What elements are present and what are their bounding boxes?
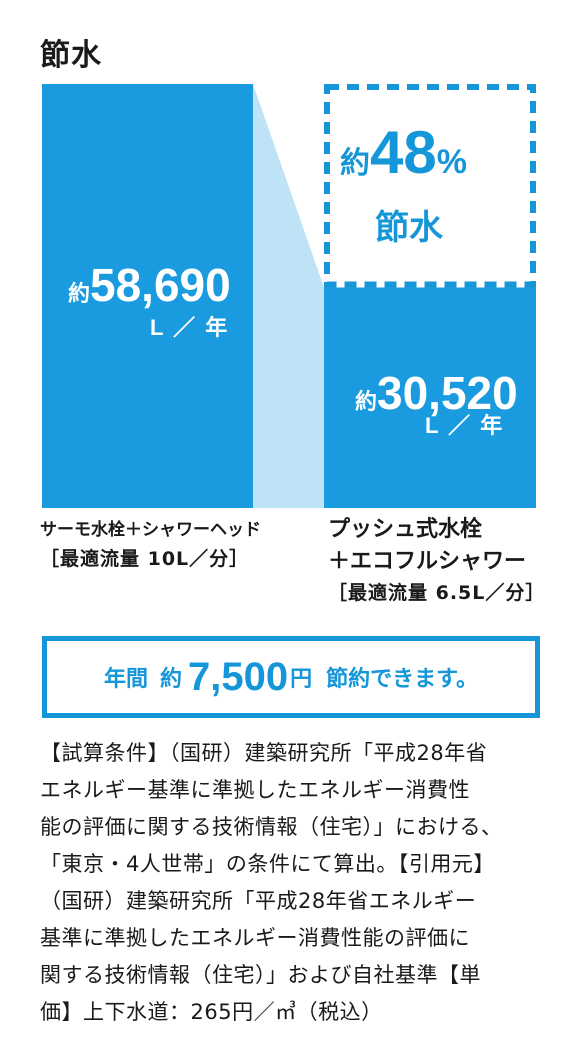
bar-2 bbox=[324, 287, 536, 508]
category-label-1: サーモ水栓＋シャワーヘッド ［最適流量 10L／分］ bbox=[40, 516, 261, 571]
bar-value-prefix-2: 約 bbox=[355, 389, 378, 414]
saving-percent-value: 48 bbox=[370, 119, 437, 186]
saving-caption: 節水 bbox=[375, 209, 443, 247]
bar-value-number-1: 58,690 bbox=[90, 259, 231, 311]
saving-prefix: 約 bbox=[340, 147, 370, 180]
saving-percent-sign: % bbox=[436, 143, 467, 181]
category-name-2-line1: プッシュ式水栓 bbox=[328, 517, 483, 542]
category-spec-2: ［最適流量 6.5L／分］ bbox=[328, 582, 546, 604]
banner-suffix: 節約できます。 bbox=[326, 666, 478, 691]
bar-value-unit-2: L ／ 年 bbox=[425, 413, 505, 438]
banner-amount: 7,500 bbox=[188, 654, 289, 699]
banner-yen: 円 bbox=[290, 666, 313, 691]
note-line: エネルギー基準に準拠したエネルギー消費性 bbox=[40, 778, 470, 802]
banner-text: 年間 約 7,500 円 節約できます。 bbox=[47, 641, 535, 713]
note-line: 基準に準拠したエネルギー消費性能の評価に bbox=[40, 926, 470, 950]
water-saving-chart bbox=[42, 84, 536, 508]
note-line: 価】上下水道：265円／㎥（税込） bbox=[40, 1000, 383, 1024]
note-line: 「東京・4人世帯」の条件にて算出。【引用元】 bbox=[40, 852, 495, 876]
category-spec-1: ［最適流量 10L／分］ bbox=[40, 548, 250, 570]
note-line: 【試算条件】（国研）建築研究所「平成28年省 bbox=[40, 741, 488, 765]
saving-dashed-outline bbox=[324, 84, 536, 288]
bar-value-prefix-1: 約 bbox=[68, 281, 91, 306]
bar-value-number-2: 30,520 bbox=[377, 367, 518, 419]
saving-percent-label: 約48% bbox=[340, 118, 530, 187]
banner-prefix: 約 bbox=[160, 666, 183, 691]
calculation-notes: 【試算条件】（国研）建築研究所「平成28年省 エネルギー基準に準拠したエネルギー… bbox=[40, 735, 550, 1031]
connector-band bbox=[253, 84, 324, 508]
category-name-2-line2: ＋エコフルシャワー bbox=[328, 549, 527, 574]
category-label-2: プッシュ式水栓 ＋エコフルシャワー ［最適流量 6.5L／分］ bbox=[328, 514, 545, 605]
note-line: 関する技術情報（住宅）」および自社基準【単 bbox=[40, 963, 481, 987]
annual-savings-banner: 年間 約 7,500 円 節約できます。 bbox=[42, 636, 540, 718]
bar-value-label-1: 約58,690 bbox=[68, 258, 231, 312]
bar-value-label-2: 約30,520 bbox=[355, 366, 518, 420]
note-line: （国研）建築研究所「平成28年省エネルギー bbox=[40, 889, 477, 913]
category-name-1: サーモ水栓＋シャワーヘッド bbox=[40, 520, 261, 540]
bar-1 bbox=[42, 84, 253, 508]
page-title: 節水 bbox=[40, 38, 102, 73]
banner-label: 年間 bbox=[104, 666, 149, 691]
note-line: 能の評価に関する技術情報（住宅）」における、 bbox=[40, 815, 503, 839]
bar-value-unit-1: L ／ 年 bbox=[150, 315, 230, 340]
